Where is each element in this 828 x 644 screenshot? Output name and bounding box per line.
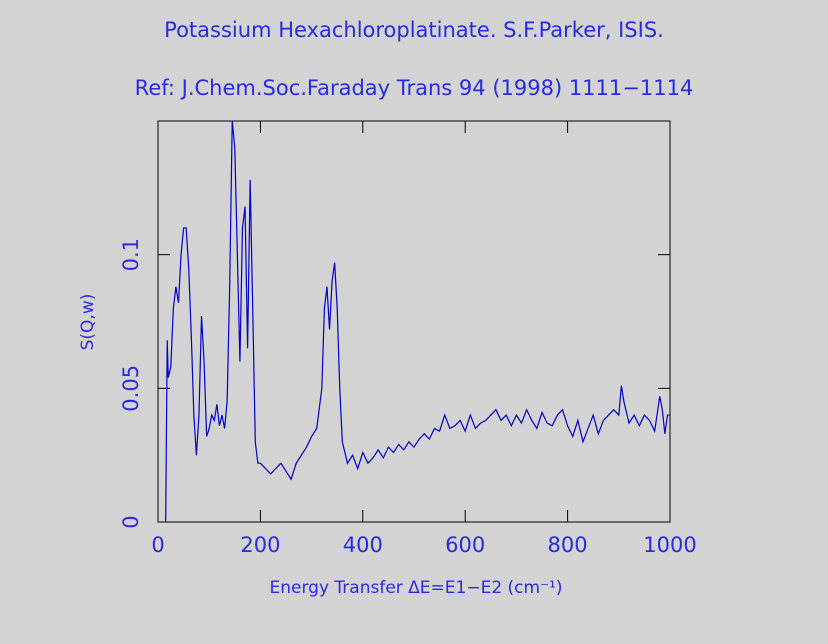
x-axis-label: Energy Transfer ΔE=E1−E2 (cm⁻¹): [269, 578, 562, 598]
x-tick-label: 0: [151, 533, 164, 557]
spectrum-line: [165, 120, 670, 523]
y-tick-label: 0.1: [119, 238, 143, 271]
chart-title: Potassium Hexachloroplatinate. S.F.Parke…: [164, 18, 664, 42]
y-axis-label: S(Q,w): [78, 294, 98, 351]
plot-frame: [157, 120, 671, 523]
y-tick-label: 0: [119, 515, 143, 528]
x-tick-label: 400: [343, 533, 383, 557]
x-tick-label: 1000: [643, 533, 696, 557]
y-tick-label: 0.05: [119, 365, 143, 412]
x-tick-label: 800: [548, 533, 588, 557]
x-tick-label: 200: [240, 533, 280, 557]
x-tick-label: 600: [445, 533, 485, 557]
chart-subtitle: Ref: J.Chem.Soc.Faraday Trans 94 (1998) …: [135, 76, 694, 100]
